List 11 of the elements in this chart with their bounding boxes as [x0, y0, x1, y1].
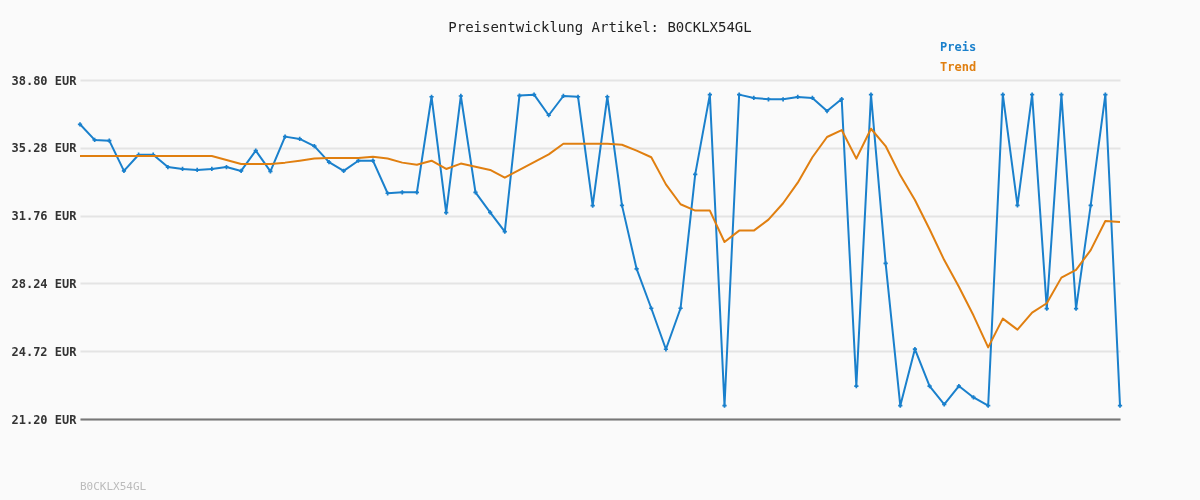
y-tick-label: 28.24 EUR: [11, 276, 78, 291]
y-tick-label: 21.20 EUR: [11, 412, 78, 427]
text: Trend: [940, 60, 977, 74]
y-tick-label: 24.72 EUR: [11, 344, 78, 359]
chart-title: Preisentwicklung Artikel: B0CKLX54GL: [448, 19, 752, 35]
line-series: [79, 127, 1121, 349]
text: B0CKLX54GL: [80, 480, 147, 493]
y-tick-label: 38.80 EUR: [11, 73, 78, 88]
y-tick-label: 31.76 EUR: [11, 209, 78, 224]
y-tick-label: 35.28 EUR: [11, 141, 78, 156]
text: Preis: [940, 40, 977, 54]
